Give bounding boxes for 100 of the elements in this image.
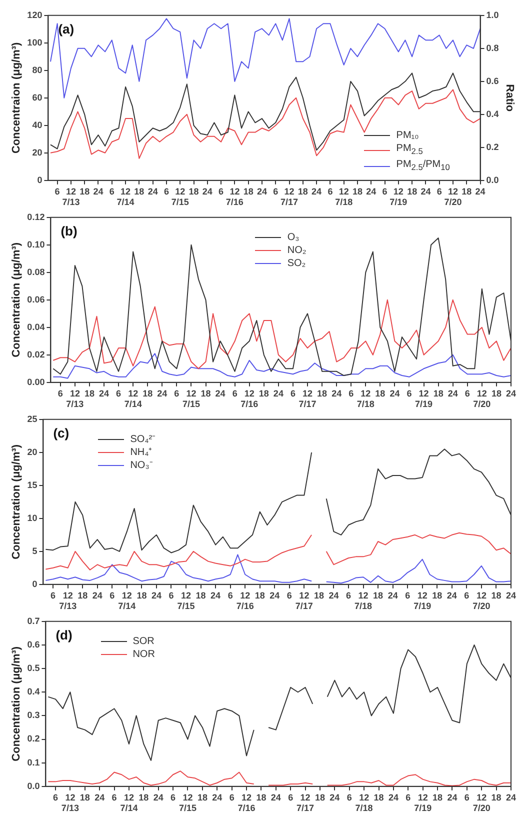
- x-tick-label: 24: [270, 590, 280, 600]
- x-tick-label: 12 7/16: [240, 388, 258, 410]
- x-tick-label: 24: [506, 792, 516, 802]
- x-tick-label: 18: [491, 590, 502, 600]
- x-tick-label: 24: [388, 792, 398, 802]
- y-tick-label: 0.5: [27, 663, 40, 674]
- annotation: (a): [58, 21, 74, 36]
- x-tick-label: 12 7/17: [295, 590, 313, 612]
- y-tick-label: 0: [32, 578, 38, 589]
- x-tick-label: 6: [174, 388, 180, 398]
- y-tick-label: 0.7: [27, 616, 40, 626]
- x-tick-label: 12 7/14: [118, 590, 136, 612]
- y-axis-title: Concentration (μg/m³): [10, 646, 23, 762]
- x-tick-label: 12 7/18: [356, 388, 374, 410]
- x-tick-label: 6: [50, 590, 56, 600]
- y-tick-label: 10: [27, 512, 38, 523]
- annotation: (b): [60, 223, 78, 238]
- x-tick-label: 12 7/15: [182, 388, 200, 410]
- x-tick-label: 18: [138, 792, 149, 802]
- x-tick-label: 6: [328, 186, 333, 196]
- x-tick-label: 18: [134, 186, 144, 196]
- legend-label: PM$_{2.5}$: [396, 142, 423, 158]
- x-tick-label: 12 7/16: [236, 590, 254, 612]
- x-tick-label: 18: [243, 186, 254, 196]
- x-tick-label: 6: [218, 186, 224, 196]
- x-tick-label: 24: [215, 388, 226, 398]
- x-tick-label: 6: [53, 792, 58, 802]
- x-tick-label: 6: [346, 590, 352, 600]
- annotation: (d): [56, 627, 72, 642]
- x-tick-label: 12 7/19: [414, 590, 432, 612]
- x-tick-label: 18: [314, 590, 324, 600]
- y-tick-label: 20: [32, 147, 42, 158]
- x-tick-label: 24: [202, 186, 212, 196]
- x-tick-label: 18: [256, 792, 266, 802]
- y-tick-label: 0.04: [27, 322, 45, 332]
- x-tick-label: 18: [258, 388, 269, 398]
- y2-tick-label: 0.8: [486, 42, 499, 53]
- x-tick-label: 18: [432, 590, 442, 600]
- x-tick-label: 24: [446, 590, 457, 600]
- x-tick-label: 12 7/18: [335, 186, 353, 208]
- y2-tick-label: 1.0: [486, 10, 499, 20]
- x-tick-label: 18: [352, 186, 362, 196]
- y-tick-label: 0.6: [27, 639, 40, 650]
- x-tick-label: 18: [433, 388, 444, 398]
- y-tick-label: 0.08: [27, 266, 45, 277]
- y2-tick-label: 0.2: [486, 142, 499, 152]
- x-tick-label: 18: [491, 388, 502, 398]
- y-tick-label: 0.00: [27, 376, 45, 387]
- x-tick-label: 18: [142, 388, 153, 398]
- x-tick-label: 6: [273, 186, 278, 196]
- y-tick-label: 80: [32, 64, 42, 75]
- x-tick-label: 18: [317, 388, 328, 398]
- legend-label: SOR: [132, 635, 154, 648]
- x-tick-label: 6: [112, 792, 117, 802]
- x-tick-label: 24: [448, 388, 458, 398]
- y-tick-label: 40: [32, 120, 42, 130]
- x-tick-label: 18: [136, 590, 147, 600]
- x-tick-label: 6: [348, 388, 354, 398]
- y-tick-label: 0.0: [27, 780, 40, 791]
- x-tick-label: 6: [168, 590, 174, 600]
- x-tick-label: 12 7/13: [61, 792, 79, 814]
- x-tick-label: 12 7/16: [238, 792, 256, 814]
- x-tick-label: 6: [110, 590, 115, 600]
- x-tick-label: 18: [80, 792, 90, 802]
- y-tick-label: 25: [27, 414, 38, 424]
- x-tick-label: 24: [99, 388, 110, 398]
- y-tick-label: 0.3: [27, 710, 40, 720]
- y-axis-title: Concentration (μg/m³): [10, 444, 23, 560]
- y-tick-label: 0.02: [27, 349, 45, 360]
- y-axis-title: Concentraion (μg/m³): [10, 42, 23, 154]
- x-tick-label: 12 7/14: [120, 792, 138, 814]
- x-tick-label: 24: [273, 388, 284, 398]
- y-tick-label: 0: [37, 174, 42, 185]
- x-tick-label: 6: [290, 388, 296, 398]
- x-tick-label: 18: [373, 590, 384, 600]
- legend-label: SO₂: [287, 257, 306, 270]
- x-tick-label: 12 7/13: [66, 388, 84, 410]
- y-tick-label: 100: [27, 37, 42, 48]
- x-tick-label: 18: [298, 186, 308, 196]
- x-tick-label: 6: [436, 186, 442, 196]
- x-tick-label: 24: [94, 792, 105, 802]
- y-tick-label: 0.2: [27, 734, 40, 744]
- x-tick-label: 12 7/18: [355, 792, 373, 814]
- x-tick-label: 18: [188, 186, 199, 196]
- y-tick-label: 0.12: [27, 212, 45, 222]
- x-tick-label: 12 7/15: [178, 792, 197, 814]
- y-tick-label: 5: [32, 546, 38, 556]
- x-tick-label: 18: [314, 792, 325, 802]
- legend-label: NO₂: [287, 244, 306, 258]
- x-tick-label: 6: [346, 792, 352, 802]
- x-tick-label: 18: [197, 792, 208, 802]
- x-tick-label: 12 7/14: [124, 388, 142, 410]
- x-tick-label: 12 7/17: [298, 388, 316, 410]
- x-tick-label: 24: [388, 590, 398, 600]
- x-tick-label: 6: [464, 590, 470, 600]
- x-tick-label: 18: [432, 792, 443, 802]
- x-tick-label: 12 7/16: [226, 186, 244, 208]
- x-tick-label: 24: [328, 590, 339, 600]
- x-tick-label: 6: [170, 792, 176, 802]
- x-tick-label: 6: [116, 388, 122, 398]
